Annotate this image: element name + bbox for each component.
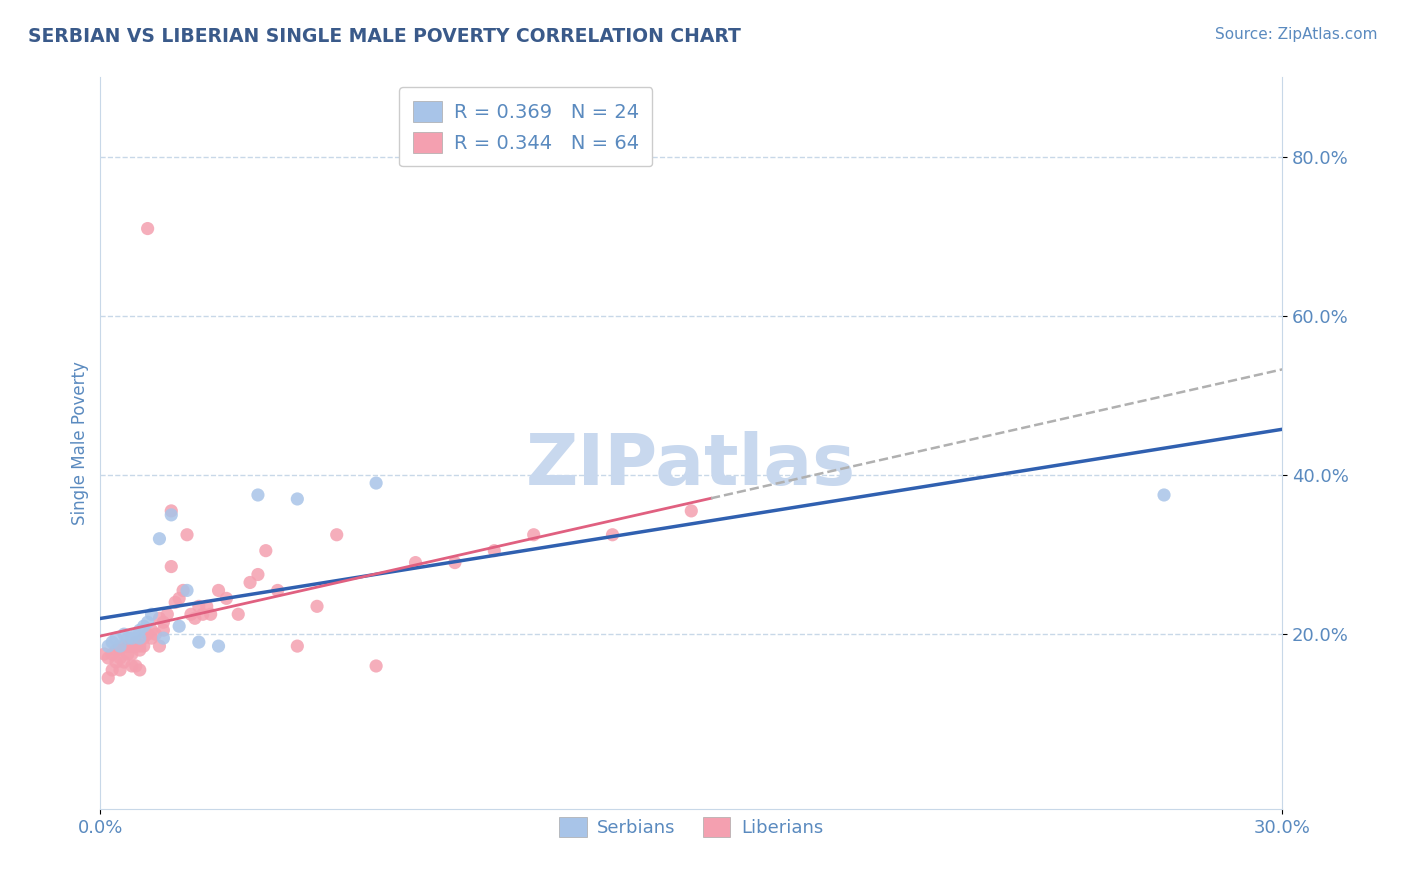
- Point: [97, 639, 120, 653]
- Point: [405, 556, 427, 570]
- Point: [141, 623, 163, 637]
- Point: [121, 639, 143, 653]
- Point: [108, 651, 131, 665]
- Point: [366, 659, 388, 673]
- Text: Source: ZipAtlas.com: Source: ZipAtlas.com: [1215, 27, 1378, 42]
- Point: [187, 599, 209, 614]
- Point: [187, 635, 209, 649]
- Point: [152, 615, 174, 630]
- Point: [117, 631, 139, 645]
- Text: SERBIAN VS LIBERIAN SINGLE MALE POVERTY CORRELATION CHART: SERBIAN VS LIBERIAN SINGLE MALE POVERTY …: [28, 27, 741, 45]
- Point: [125, 639, 148, 653]
- Point: [254, 543, 277, 558]
- Point: [305, 599, 328, 614]
- Point: [148, 611, 170, 625]
- Point: [152, 631, 174, 645]
- Point: [145, 627, 167, 641]
- Point: [112, 655, 135, 669]
- Point: [112, 639, 135, 653]
- Point: [101, 635, 124, 649]
- Point: [156, 607, 179, 622]
- Point: [176, 527, 198, 541]
- Point: [136, 615, 159, 630]
- Point: [172, 583, 194, 598]
- Point: [366, 476, 388, 491]
- Point: [101, 647, 124, 661]
- Point: [105, 631, 128, 645]
- Point: [184, 611, 207, 625]
- Point: [1153, 488, 1175, 502]
- Point: [215, 591, 238, 606]
- Point: [200, 607, 222, 622]
- Point: [160, 559, 183, 574]
- Text: ZIPatlas: ZIPatlas: [526, 431, 856, 500]
- Point: [125, 627, 148, 641]
- Point: [246, 488, 269, 502]
- Point: [108, 643, 131, 657]
- Point: [444, 556, 467, 570]
- Point: [128, 643, 150, 657]
- Point: [105, 643, 128, 657]
- Point: [97, 651, 120, 665]
- Point: [136, 221, 159, 235]
- Point: [226, 607, 249, 622]
- Point: [246, 567, 269, 582]
- Point: [141, 607, 163, 622]
- Point: [191, 607, 214, 622]
- Point: [266, 583, 288, 598]
- Point: [128, 623, 150, 637]
- Point: [602, 527, 624, 541]
- Point: [125, 635, 148, 649]
- Point: [167, 619, 190, 633]
- Point: [152, 623, 174, 637]
- Point: [105, 655, 128, 669]
- Point: [136, 627, 159, 641]
- Point: [117, 639, 139, 653]
- Point: [195, 599, 218, 614]
- Point: [148, 532, 170, 546]
- Point: [167, 591, 190, 606]
- Point: [148, 639, 170, 653]
- Point: [93, 647, 115, 661]
- Point: [108, 663, 131, 677]
- Point: [165, 595, 187, 609]
- Point: [112, 627, 135, 641]
- Point: [141, 631, 163, 645]
- Point: [132, 619, 155, 633]
- Point: [132, 639, 155, 653]
- Point: [125, 659, 148, 673]
- Point: [101, 663, 124, 677]
- Point: [121, 631, 143, 645]
- Point: [681, 504, 703, 518]
- Point: [160, 504, 183, 518]
- Point: [132, 631, 155, 645]
- Point: [117, 647, 139, 661]
- Point: [121, 647, 143, 661]
- Point: [285, 491, 308, 506]
- Point: [176, 583, 198, 598]
- Point: [128, 663, 150, 677]
- Point: [108, 639, 131, 653]
- Point: [128, 631, 150, 645]
- Point: [160, 508, 183, 522]
- Legend: Serbians, Liberians: Serbians, Liberians: [553, 810, 831, 844]
- Point: [207, 639, 229, 653]
- Point: [180, 607, 202, 622]
- Point: [97, 671, 120, 685]
- Point: [523, 527, 546, 541]
- Point: [121, 659, 143, 673]
- Point: [285, 639, 308, 653]
- Point: [325, 527, 347, 541]
- Y-axis label: Single Male Poverty: Single Male Poverty: [72, 361, 89, 525]
- Point: [207, 583, 229, 598]
- Point: [239, 575, 262, 590]
- Point: [484, 543, 506, 558]
- Point: [128, 639, 150, 653]
